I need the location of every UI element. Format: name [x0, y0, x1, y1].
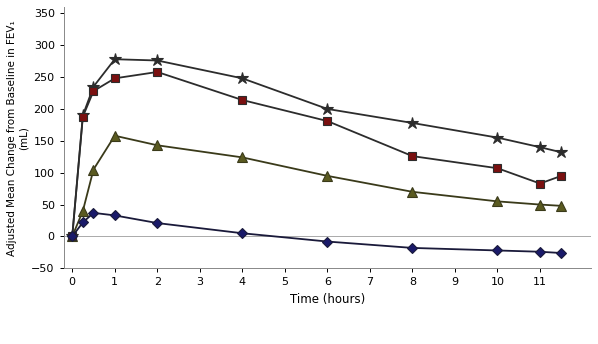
FF MDI 9.6  mcg	[324, 119, 331, 123]
FF MDI 9.6  mcg	[494, 166, 501, 170]
GP MDI 18  mcg	[558, 204, 565, 208]
FF MDI 9.6  mcg	[111, 76, 118, 80]
Line: GP MDI 18  mcg: GP MDI 18 mcg	[68, 131, 566, 241]
FF MDI 9.6  mcg	[90, 89, 97, 93]
Line: BEVESPI AEROSPHERE: BEVESPI AEROSPHERE	[66, 53, 568, 243]
BEVESPI AEROSPHERE	[90, 85, 97, 89]
Placebo	[80, 221, 87, 225]
GP MDI 18  mcg	[111, 134, 118, 138]
BEVESPI AEROSPHERE	[239, 76, 246, 80]
GP MDI 18  mcg	[409, 190, 416, 194]
Placebo	[154, 221, 161, 225]
GP MDI 18  mcg	[239, 155, 246, 160]
BEVESPI AEROSPHERE	[558, 150, 565, 154]
GP MDI 18  mcg	[536, 203, 544, 207]
Placebo	[90, 211, 97, 215]
Placebo	[239, 231, 246, 235]
Line: FF MDI 9.6  mcg: FF MDI 9.6 mcg	[68, 68, 566, 240]
FF MDI 9.6  mcg	[154, 70, 161, 74]
X-axis label: Time (hours): Time (hours)	[290, 293, 365, 306]
Placebo	[536, 250, 544, 254]
GP MDI 18  mcg	[69, 234, 76, 238]
Placebo	[324, 239, 331, 244]
Placebo	[69, 234, 76, 238]
BEVESPI AEROSPHERE	[69, 234, 76, 238]
FF MDI 9.6  mcg	[536, 182, 544, 186]
GP MDI 18  mcg	[80, 209, 87, 213]
GP MDI 18  mcg	[324, 174, 331, 178]
BEVESPI AEROSPHERE	[536, 145, 544, 149]
BEVESPI AEROSPHERE	[154, 58, 161, 63]
Placebo	[558, 251, 565, 255]
BEVESPI AEROSPHERE	[409, 121, 416, 125]
BEVESPI AEROSPHERE	[111, 57, 118, 61]
Placebo	[111, 213, 118, 217]
FF MDI 9.6  mcg	[239, 98, 246, 102]
FF MDI 9.6  mcg	[558, 174, 565, 178]
GP MDI 18  mcg	[154, 143, 161, 147]
FF MDI 9.6  mcg	[409, 154, 416, 158]
Y-axis label: Adjusted Mean Change from Baseline in FEV₁
(mL): Adjusted Mean Change from Baseline in FE…	[7, 20, 29, 256]
Placebo	[409, 246, 416, 250]
FF MDI 9.6  mcg	[69, 234, 76, 238]
Line: Placebo: Placebo	[69, 209, 565, 257]
Placebo	[494, 248, 501, 252]
FF MDI 9.6  mcg	[80, 115, 87, 119]
BEVESPI AEROSPHERE	[80, 113, 87, 117]
BEVESPI AEROSPHERE	[324, 107, 331, 111]
GP MDI 18  mcg	[90, 168, 97, 172]
BEVESPI AEROSPHERE	[494, 136, 501, 140]
GP MDI 18  mcg	[494, 199, 501, 203]
